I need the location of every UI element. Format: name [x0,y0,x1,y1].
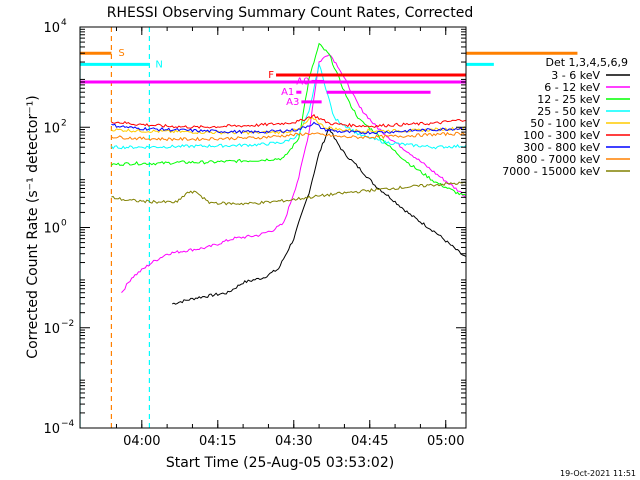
x-tick-label-2: 04:30 [275,434,312,449]
x-tick-label-3: 04:45 [351,434,388,449]
series-line-2 [111,42,466,197]
series-line-0 [172,126,466,305]
vertical-markers [80,27,150,428]
y-tick-label-0: 10 [43,422,60,437]
y-tick-label-2: 10 [43,222,60,237]
flag-label-4: F [268,70,274,81]
x-tick-label-4: 05:00 [427,434,464,449]
y-axis-label-text: Corrected Count Rate (s⁻¹ detector⁻¹) [25,95,41,358]
legend-label-1: 6 - 12 keV [544,81,600,94]
flag-label-8: A3 [286,97,299,108]
y-tick-exp-2: 0 [61,219,67,229]
legend-label-4: 50 - 100 keV [530,117,600,130]
series-line-4 [111,116,466,135]
chart-title: RHESSI Observing Summary Count Rates, Co… [107,5,473,21]
y-tick-label-1: 10 [43,322,60,337]
legend-title: Det 1,3,4,5,6,9 [545,56,628,69]
y-tick-exp-4: 4 [61,18,67,28]
legend-label-6: 300 - 800 keV [523,141,600,154]
legend-label-5: 100 - 300 keV [523,129,600,142]
y-tick-label-4: 10 [43,21,60,36]
y-axis-label: Corrected Count Rate (s⁻¹ detector⁻¹) [25,95,41,358]
flag-label-6: A0 [296,76,309,87]
x-tick-label-0: 04:00 [123,434,160,449]
legend-label-3: 25 - 50 keV [537,105,600,118]
series-line-6 [111,121,466,135]
series-line-8 [111,181,466,206]
flag-label-1: N [155,59,162,70]
legend-label-7: 800 - 7000 keV [516,153,600,166]
legend-label-0: 3 - 6 keV [551,69,600,82]
y-tick-label-3: 10 [43,121,60,136]
series-line-1 [121,54,466,293]
flag-label-7: A1 [281,87,294,98]
flag-label-0: S [118,48,124,59]
y-tick-exp-3: 2 [61,118,67,128]
y-tick-exp-1: −2 [61,319,74,329]
legend-label-2: 12 - 25 keV [537,93,600,106]
series-line-5 [111,114,466,129]
x-axis-label: Start Time (25-Aug-05 03:53:02) [166,455,394,471]
series-line-7 [111,131,466,142]
y-tick-exp-0: −4 [61,419,75,429]
footer-timestamp: 19-Oct-2021 11:51 [560,469,636,478]
legend-label-8: 7000 - 15000 keV [502,165,600,178]
series-layer [110,42,466,305]
x-tick-label-1: 04:15 [199,434,236,449]
